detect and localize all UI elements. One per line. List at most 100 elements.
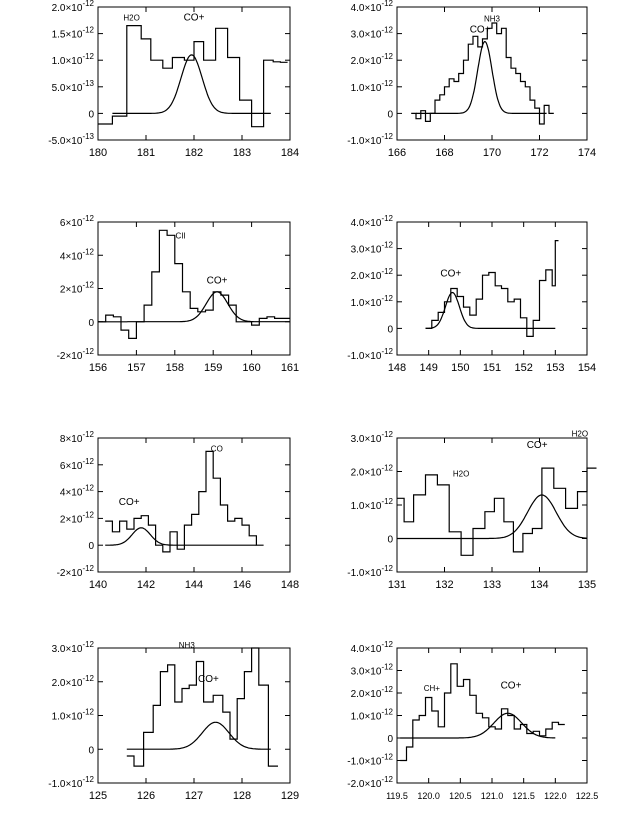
y-tick-label: -5.0×10-13 <box>48 132 94 147</box>
y-tick-label: 4.0×10-12 <box>351 214 394 229</box>
y-tick-label: 2.0×10-12 <box>52 674 95 689</box>
x-tick-label: 140 <box>89 579 107 591</box>
spectrum-histogram <box>411 22 554 125</box>
x-tick-label: 150 <box>451 362 469 374</box>
spectrum-histogram <box>400 663 565 762</box>
plot-frame <box>97 221 291 356</box>
line-annotation: CO+ <box>119 497 140 508</box>
y-tick-label: -2×10-12 <box>57 347 95 362</box>
x-tick-label: 152 <box>514 362 532 374</box>
y-tick-label: 4.0×10-12 <box>351 640 394 655</box>
line-annotation: H2O <box>572 429 588 438</box>
y-tick-label: 3.0×10-12 <box>351 241 394 256</box>
y-tick-label: 4×10-12 <box>60 247 95 262</box>
y-tick-label: 8×10-12 <box>60 430 95 445</box>
spectrum-panel: 156 157 158 159 160 161 -2×10-12 0 2×10-12 4×10-1… <box>57 214 300 374</box>
x-tick-label: 166 <box>388 147 406 159</box>
y-tick-label: 2.0×10-12 <box>351 685 394 700</box>
x-tick-label: 161 <box>281 362 299 374</box>
y-tick-label: 0 <box>387 109 393 120</box>
gaussian-fit-line <box>400 712 556 739</box>
line-annotation: CO+ <box>501 681 522 692</box>
y-tick-label: -1.0×10-12 <box>347 564 393 579</box>
x-tick-label: 156 <box>89 362 107 374</box>
line-annotation: CII <box>175 232 185 241</box>
x-tick-label: 135 <box>578 579 596 591</box>
x-tick-label: 182 <box>185 147 203 159</box>
y-tick-label: 2.0×10-12 <box>351 267 394 282</box>
x-tick-label: 146 <box>233 579 251 591</box>
y-tick-label: 0 <box>387 535 393 546</box>
y-tick-label: -1.0×10-12 <box>48 775 94 790</box>
spectrum-panel: 180 181 182 183 184 -5.0×10-13 0 5.0×10-13 1.0×1… <box>48 0 299 159</box>
spectrum-panel: 166 168 170 172 174 -1.0×10-12 0 1.0×10-12 2.0×1… <box>347 0 596 159</box>
y-tick-label: 5.0×10-13 <box>52 79 95 94</box>
x-tick-label: 122.5 <box>576 791 599 801</box>
plot-frame <box>97 647 291 784</box>
y-tick-label: 4×10-12 <box>60 484 95 499</box>
spectrum-histogram <box>425 240 559 337</box>
x-tick-label: 174 <box>578 147 596 159</box>
plot-frame <box>396 221 588 356</box>
y-tick-label: 0 <box>88 541 94 552</box>
y-tick-label: -2×10-12 <box>57 564 95 579</box>
x-tick-label: 149 <box>419 362 437 374</box>
line-annotation: H2O <box>453 470 469 479</box>
gaussian-fit-line <box>425 291 556 329</box>
y-tick-label: 3.0×10-12 <box>351 26 394 41</box>
x-tick-label: 148 <box>388 362 406 374</box>
x-tick-label: 129 <box>281 790 299 802</box>
x-tick-label: 157 <box>127 362 145 374</box>
gaussian-fit-line <box>416 40 547 114</box>
spectrum-panel: 140 142 144 146 148 -2×10-12 0 2×10-12 4×10-12 6×… <box>57 430 300 591</box>
line-annotation: H2O <box>123 13 139 22</box>
x-tick-label: 148 <box>281 579 299 591</box>
y-tick-label: 0 <box>88 745 94 756</box>
x-tick-label: 121.0 <box>481 791 504 801</box>
x-tick-label: 184 <box>281 147 299 159</box>
line-annotation: NH3 <box>484 15 501 24</box>
x-tick-label: 168 <box>435 147 453 159</box>
y-tick-label: 1.0×10-12 <box>351 497 394 512</box>
y-tick-label: 2.0×10-12 <box>52 0 95 14</box>
spectrum-panel: 125 126 127 128 129 -1.0×10-12 0 1.0×10-12 2.0×1… <box>48 640 299 802</box>
y-tick-label: 0 <box>387 734 393 745</box>
x-tick-label: 160 <box>242 362 260 374</box>
spectrum-histogram <box>105 450 264 553</box>
x-tick-label: 151 <box>483 362 501 374</box>
y-tick-label: 2×10-12 <box>60 281 95 296</box>
y-tick-label: 1.0×10-12 <box>52 52 95 67</box>
x-tick-label: 132 <box>435 579 453 591</box>
y-tick-label: 1.0×10-12 <box>351 708 394 723</box>
plot-frame <box>396 437 588 573</box>
x-tick-label: 170 <box>483 147 501 159</box>
y-tick-label: -1.0×10-12 <box>347 347 393 362</box>
x-tick-label: 127 <box>185 790 203 802</box>
x-tick-label: 119.5 <box>386 791 408 801</box>
y-tick-label: 2.0×10-12 <box>351 464 394 479</box>
x-tick-label: 120.0 <box>417 791 440 801</box>
y-tick-label: 2.0×10-12 <box>351 52 394 67</box>
x-tick-label: 126 <box>137 790 155 802</box>
x-tick-label: 158 <box>166 362 184 374</box>
gaussian-fit-line <box>397 494 588 540</box>
x-tick-label: 172 <box>530 147 548 159</box>
y-tick-label: 2×10-12 <box>60 510 95 525</box>
line-annotation: CO <box>211 444 223 453</box>
line-annotation: CO+ <box>207 276 228 287</box>
line-annotation: CO+ <box>527 440 548 451</box>
x-tick-label: 159 <box>204 362 222 374</box>
x-tick-label: 121.5 <box>512 791 535 801</box>
spectrum-panel: 131 132 133 134 135 -1.0×10-12 0 1.0×10-12 2.0×1… <box>347 429 597 591</box>
y-tick-label: 1.0×10-12 <box>351 79 394 94</box>
x-tick-label: 122.0 <box>544 791 567 801</box>
x-tick-label: 181 <box>137 147 155 159</box>
line-annotation: NH3 <box>179 641 196 650</box>
x-tick-label: 183 <box>233 147 251 159</box>
gaussian-fit-line <box>98 291 290 323</box>
y-tick-label: -2.0×10-12 <box>347 775 393 790</box>
y-tick-label: -1.0×10-12 <box>347 753 393 768</box>
y-tick-label: 0 <box>88 109 94 120</box>
spectrum-panel: 148 149 150 151 152 153 154 -1.0×10-12 0 1.0×10-1… <box>347 214 596 374</box>
